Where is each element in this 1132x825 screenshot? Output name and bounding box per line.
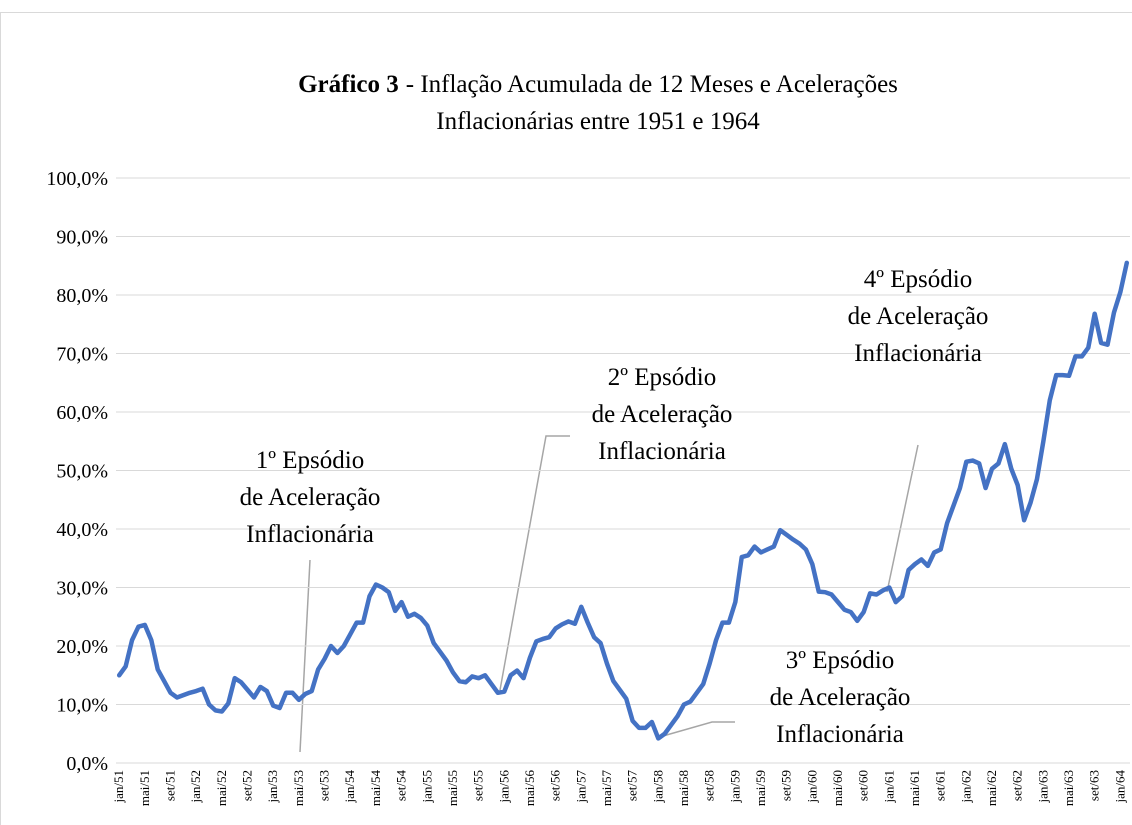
- title-rest: - Inflação Acumulada de 12 Meses e Acele…: [406, 71, 898, 98]
- leader-line: [299, 559, 311, 753]
- leader-lines: [299, 435, 919, 753]
- x-tick-label: mai/55: [445, 770, 460, 806]
- x-tick-label: mai/53: [291, 770, 306, 806]
- x-tick-label: jan/61: [881, 770, 896, 804]
- y-tick-label: 90,0%: [56, 227, 108, 249]
- x-tick-label: jan/56: [496, 770, 511, 804]
- y-tick-label: 60,0%: [56, 402, 108, 424]
- x-tick-label: mai/60: [830, 770, 845, 806]
- y-tick-label: 20,0%: [56, 636, 108, 658]
- y-tick-label: 80,0%: [56, 285, 108, 307]
- x-tick-label: set/54: [394, 770, 409, 802]
- x-tick-label: mai/57: [599, 770, 614, 807]
- y-tick-label: 50,0%: [56, 461, 108, 483]
- x-tick-label: jan/63: [1035, 770, 1050, 804]
- x-tick-label: jan/60: [804, 770, 819, 804]
- x-tick-label: jan/64: [1112, 770, 1127, 804]
- x-tick-label: mai/58: [676, 770, 691, 806]
- x-tick-label: set/62: [1010, 770, 1025, 801]
- annotation: de Aceleração: [592, 401, 733, 428]
- x-tick-label: mai/59: [753, 770, 768, 806]
- x-tick-label: mai/56: [522, 770, 537, 807]
- x-tick-label: set/51: [163, 770, 178, 801]
- leader-line: [662, 721, 735, 737]
- annotation: Inflacionária: [598, 438, 726, 465]
- annotation: 2º Epsódio: [608, 364, 716, 391]
- x-tick-label: jan/57: [573, 770, 588, 804]
- x-tick-label: set/53: [317, 770, 332, 801]
- x-tick-label: mai/54: [368, 770, 383, 807]
- x-tick-label: jan/58: [650, 770, 665, 804]
- annotation: de Aceleração: [770, 684, 911, 711]
- chart-title-line: Inflacionárias entre 1951 e 1964: [436, 108, 760, 135]
- annotation: 3º Epsódio: [786, 647, 894, 674]
- x-tick-label: jan/51: [111, 770, 126, 804]
- x-tick-label: jan/59: [727, 770, 742, 804]
- x-tick-label: jan/62: [958, 770, 973, 804]
- x-tick-label: mai/52: [214, 770, 229, 806]
- x-tick-label: mai/61: [907, 770, 922, 806]
- y-tick-label: 40,0%: [56, 519, 108, 541]
- annotation: de Aceleração: [848, 303, 989, 330]
- annotation: 4º Epsódio: [864, 266, 972, 293]
- annotation: Inflacionária: [776, 721, 904, 748]
- x-tick-label: set/57: [625, 770, 640, 802]
- grid: [116, 177, 1130, 764]
- annotation: 1º Epsódio: [256, 447, 364, 474]
- x-tick-label: mai/62: [984, 770, 999, 806]
- annotation: de Aceleração: [240, 484, 381, 511]
- annotation: Inflacionária: [854, 340, 982, 367]
- x-tick-label: jan/54: [342, 770, 357, 804]
- y-tick-label: 30,0%: [56, 578, 108, 600]
- annotation: Inflacionária: [246, 521, 374, 548]
- x-tick-label: set/59: [779, 770, 794, 801]
- series-line: [116, 260, 1130, 741]
- x-tick-label: mai/51: [137, 770, 152, 806]
- chart-title: Gráfico 3 - Inflação Acumulada de 12 Mese…: [298, 71, 898, 98]
- x-tick-label: mai/63: [1061, 770, 1076, 806]
- y-tick-label: 100,0%: [46, 168, 108, 190]
- x-tick-label: set/52: [240, 770, 255, 801]
- x-tick-label: set/61: [933, 770, 948, 801]
- chart-frame: [0, 12, 1132, 825]
- y-tick-label: 10,0%: [56, 695, 108, 717]
- x-tick-label: set/55: [471, 770, 486, 801]
- x-tick-label: jan/55: [419, 770, 434, 804]
- leader-line: [499, 435, 570, 691]
- x-tick-label: jan/53: [265, 770, 280, 804]
- x-tick-label: set/58: [702, 770, 717, 801]
- x-tick-label: jan/52: [188, 770, 203, 804]
- title-bold: Gráfico 3: [298, 71, 399, 98]
- leader-line: [886, 444, 919, 593]
- x-tick-label: set/60: [856, 770, 871, 801]
- y-tick-label: 0,0%: [66, 753, 108, 775]
- x-tick-label: set/56: [548, 770, 563, 802]
- x-tick-label: set/63: [1087, 770, 1102, 801]
- y-tick-label: 70,0%: [56, 344, 108, 366]
